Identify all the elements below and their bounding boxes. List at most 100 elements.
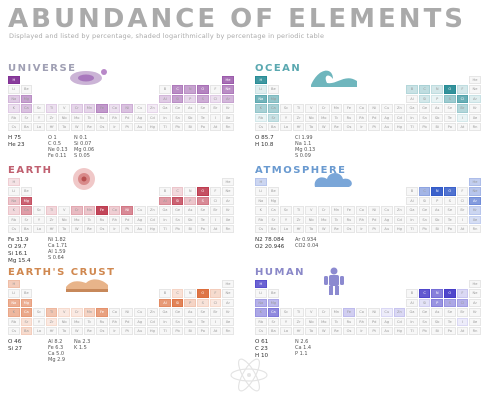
element-cell-mo: Mo	[71, 317, 83, 326]
element-cell-sc: Sc	[33, 308, 45, 317]
element-cell-tc: Tc	[330, 113, 343, 122]
element-cell-hg: Hg	[146, 123, 159, 132]
element-cell-cl: Cl	[456, 298, 469, 308]
element-cell-cr: Cr	[71, 206, 83, 215]
element-cell-hg: Hg	[146, 327, 159, 336]
element-cell-si: Si	[418, 94, 431, 104]
element-cell-te: Te	[444, 317, 456, 326]
element-cell-sc: Sc	[280, 104, 292, 113]
element-cell-kr: Kr	[222, 104, 234, 113]
element-cell-ne: Ne	[222, 289, 234, 298]
element-cell-li: Li	[255, 187, 267, 196]
element-cell-o: O	[444, 187, 456, 196]
element-cell-nb: Nb	[305, 317, 317, 326]
main-value-o: O 46	[8, 339, 22, 346]
element-cell-n: N	[184, 187, 196, 196]
element-cell-ba: Ba	[20, 123, 33, 132]
element-cell-ba: Ba	[20, 327, 33, 336]
element-cell-zr: Zr	[292, 113, 305, 122]
earth-icon	[62, 165, 112, 193]
element-cell-la: La	[280, 225, 292, 234]
element-cell-v: V	[305, 308, 317, 317]
atom-logo-icon	[228, 354, 270, 396]
element-cell-fe: Fe	[96, 206, 108, 215]
element-cell-rn: Rn	[469, 327, 481, 336]
element-cell-f: F	[456, 289, 469, 298]
sub-value-n: N 0.1	[74, 135, 88, 142]
element-cell-cs: Cs	[255, 225, 267, 234]
main-value-si: Si 16.1	[8, 251, 28, 258]
element-cell-au: Au	[134, 327, 146, 336]
element-cell-at: At	[209, 225, 222, 234]
element-cell-fe: Fe	[343, 104, 355, 113]
element-cell-kr: Kr	[469, 104, 481, 113]
element-cell-rn: Rn	[222, 327, 234, 336]
element-cell-cr: Cr	[71, 104, 83, 113]
element-cell-os: Os	[343, 123, 355, 132]
element-cell-se: Se	[444, 104, 456, 113]
element-cell-in: In	[159, 113, 171, 122]
element-cell-rn: Rn	[222, 225, 234, 234]
element-cell-pd: Pd	[121, 113, 133, 122]
element-cell-ga: Ga	[159, 308, 171, 317]
element-cell-br: Br	[209, 308, 222, 317]
element-cell-sr: Sr	[20, 317, 33, 326]
element-cell-rb: Rb	[255, 215, 267, 224]
element-cell-re: Re	[83, 327, 96, 336]
element-cell-li: Li	[8, 289, 20, 298]
element-cell-os: Os	[343, 225, 355, 234]
element-cell-cu: Cu	[134, 206, 146, 215]
element-cell-cs: Cs	[8, 327, 20, 336]
element-cell-b: B	[406, 85, 418, 94]
element-cell-in: In	[406, 113, 418, 122]
main-value-si: Si 27	[8, 346, 23, 353]
element-cell-zr: Zr	[292, 215, 305, 224]
sub-value-cl: Cl 1.99	[295, 135, 313, 142]
element-cell-ne: Ne	[222, 85, 234, 94]
element-cell-ru: Ru	[96, 317, 108, 326]
element-cell-sb: Sb	[431, 215, 443, 224]
element-cell-zr: Zr	[45, 215, 58, 224]
element-cell-k: K	[8, 206, 20, 215]
element-cell-sc: Sc	[33, 104, 45, 113]
element-cell-tl: Tl	[159, 123, 171, 132]
sub-value-si: Si 0.07	[74, 141, 92, 148]
element-cell-ni: Ni	[121, 104, 133, 113]
element-cell-ir: Ir	[355, 123, 368, 132]
sub-value-mg: Mg 0.13	[295, 147, 316, 154]
element-cell-na: Na	[8, 298, 20, 308]
element-cell-hg: Hg	[393, 327, 406, 336]
element-cell-ag: Ag	[134, 317, 146, 326]
element-cell-be: Be	[267, 289, 280, 298]
element-cell-te: Te	[444, 215, 456, 224]
element-cell-zr: Zr	[45, 113, 58, 122]
element-cell-tc: Tc	[330, 215, 343, 224]
element-cell-sn: Sn	[171, 113, 184, 122]
element-cell-na: Na	[8, 196, 20, 206]
element-cell-sn: Sn	[171, 215, 184, 224]
sub-value-fe: Fe 6.3	[48, 345, 64, 352]
element-cell-rh: Rh	[108, 215, 121, 224]
element-cell-sr: Sr	[20, 113, 33, 122]
element-cell-os: Os	[96, 225, 108, 234]
panel-title: EARTH'S CRUST	[8, 267, 116, 278]
element-cell-cd: Cd	[393, 317, 406, 326]
element-cell-li: Li	[255, 85, 267, 94]
sub-value-s: S 0.09	[295, 153, 311, 160]
element-cell-cu: Cu	[381, 104, 393, 113]
element-cell-i: I	[209, 215, 222, 224]
element-cell-he: He	[469, 178, 481, 187]
element-cell-mg: Mg	[20, 196, 33, 206]
element-cell-ca: Ca	[267, 308, 280, 317]
element-cell-mn: Mn	[83, 308, 96, 317]
panel-earth: EARTH H He Li Be B C N O F Ne Na Mg Al Si P S Cl Ar K Ca Sc T…	[8, 165, 248, 275]
element-cell-sn: Sn	[418, 113, 431, 122]
element-cell-sn: Sn	[418, 215, 431, 224]
element-cell-pt: Pt	[368, 327, 380, 336]
element-cell-ar: Ar	[469, 298, 481, 308]
element-cell-zn: Zn	[146, 104, 159, 113]
element-cell-s: S	[197, 94, 209, 104]
element-cell-f: F	[209, 187, 222, 196]
element-cell-i: I	[456, 317, 469, 326]
element-cell-se: Se	[444, 206, 456, 215]
